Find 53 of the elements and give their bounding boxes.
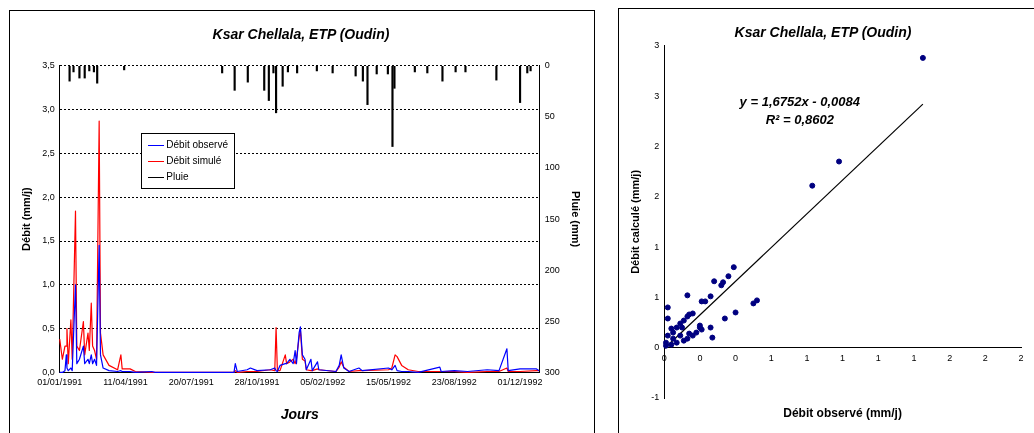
- y-tick-label: 1,5: [42, 235, 55, 246]
- x-axis-title: Débit observé (mm/j): [782, 406, 903, 420]
- y-tick-label: 3: [654, 40, 660, 51]
- x-tick-label: 05/02/1992: [300, 377, 346, 388]
- x-tick-label: 20/07/1991: [168, 377, 214, 388]
- y-tick-label: 2,0: [42, 191, 55, 202]
- y-tick-label: 0: [654, 342, 660, 353]
- x-tick-label: 0: [733, 352, 739, 363]
- chart-title: Ksar Chellala, ETP (Oudin): [212, 26, 390, 43]
- x-tick-label: 2: [947, 352, 953, 363]
- x-tick-label: 2: [982, 352, 988, 363]
- y-tick-label: 3: [654, 90, 660, 101]
- x-tick-label: 15/05/1992: [366, 377, 412, 388]
- y2-tick-label: 100: [544, 162, 560, 173]
- x-tick-label: 1: [840, 352, 846, 363]
- y-tick-label: 0,0: [42, 366, 55, 377]
- y2-tick-label: 200: [544, 264, 560, 275]
- y2-tick-label: 0: [544, 60, 550, 71]
- x-tick-label: 1: [804, 352, 810, 363]
- y-tick-label: 1,0: [42, 279, 55, 290]
- legend-label: Débit simulé: [166, 154, 222, 169]
- y2-tick-label: 300: [544, 366, 560, 377]
- x-tick-label: 1: [875, 352, 881, 363]
- y2-tick-label: 250: [544, 315, 560, 326]
- x-tick-label: 1: [911, 352, 917, 363]
- x-tick-label: 23/08/1992: [431, 377, 477, 388]
- y-tick-label: 1: [654, 241, 660, 252]
- y-tick-label: 2,5: [42, 147, 55, 158]
- x-tick-label: 01/12/1992: [497, 377, 543, 388]
- y-axis-title: Débit (mm/j): [19, 186, 32, 251]
- legend-label: Pluie: [166, 170, 189, 185]
- x-tick-label: 01/01/1991: [37, 377, 83, 388]
- y-tick-label: 3,5: [42, 60, 55, 71]
- annotation: R² = 0,8602: [765, 111, 835, 127]
- x-tick-label: 1: [768, 352, 774, 363]
- y2-axis-title: Pluie (mm): [570, 190, 583, 248]
- y2-tick-label: 150: [544, 213, 560, 224]
- annotation: y = 1,6752x - 0,0084: [738, 93, 861, 109]
- y-tick-label: 1: [654, 291, 660, 302]
- x-tick-label: 11/04/1991: [103, 377, 148, 388]
- y-tick-label: 3,0: [42, 104, 55, 115]
- y-tick-label: 0,5: [42, 323, 55, 334]
- legend-label: Débit observé: [166, 138, 229, 153]
- y-tick-label: -1: [651, 392, 660, 403]
- y-axis-title: Débit calculé (mm/j): [628, 169, 641, 274]
- x-axis-title: Jours: [280, 406, 320, 423]
- x-tick-label: 0: [697, 352, 703, 363]
- x-tick-label: 28/10/1991: [234, 377, 280, 388]
- chart-title: Ksar Chellala, ETP (Oudin): [734, 24, 912, 41]
- y-tick-label: 2: [654, 140, 660, 151]
- x-tick-label: 2: [1018, 352, 1024, 363]
- y-tick-label: 2: [654, 191, 660, 202]
- y2-tick-label: 50: [544, 111, 555, 122]
